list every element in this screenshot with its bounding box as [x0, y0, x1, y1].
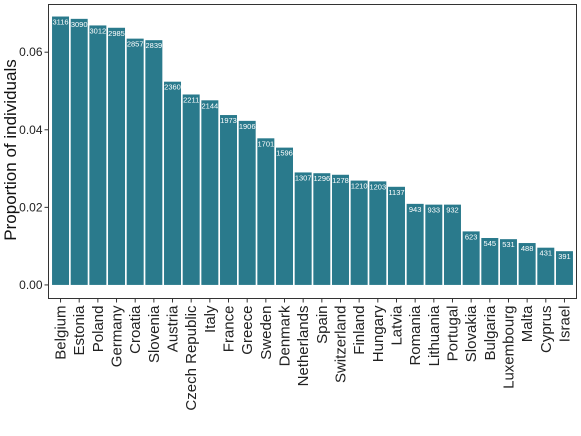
x-tick-label: Lithuania — [426, 305, 443, 367]
bar — [369, 181, 387, 285]
x-tick-label: Slovakia — [463, 305, 480, 362]
x-tick-label: Croatia — [127, 305, 144, 354]
bar-data-label: 391 — [558, 252, 571, 261]
bar — [537, 247, 555, 285]
y-tick-label: 0.06 — [19, 45, 43, 59]
y-axis-label: Proportion of individuals — [1, 59, 20, 240]
bar-data-label: 623 — [465, 232, 478, 241]
bar — [350, 180, 368, 285]
bar-data-label: 2985 — [108, 29, 125, 38]
bar-data-label: 431 — [540, 249, 553, 258]
x-tick-label: Luxembourg — [500, 306, 517, 389]
x-tick-label: Denmark — [277, 305, 294, 366]
x-tick-label: Greece — [239, 306, 256, 355]
bar — [313, 173, 331, 285]
bar — [518, 243, 536, 285]
bar-data-label: 488 — [521, 244, 534, 253]
bar — [70, 18, 88, 285]
plot-frame — [48, 4, 577, 299]
y-tick-label: 0.02 — [19, 200, 43, 214]
bar — [201, 100, 219, 285]
bar — [425, 204, 443, 285]
x-tick-label: Switzerland — [332, 306, 349, 384]
bar — [294, 172, 312, 285]
bar — [108, 27, 126, 285]
bar-data-label: 3012 — [90, 26, 107, 35]
bar — [499, 239, 517, 285]
bar — [182, 94, 200, 285]
bar-data-label: 1596 — [276, 149, 293, 158]
x-tick-label: Hungary — [370, 305, 387, 362]
bar — [276, 147, 293, 285]
x-axis: Belgium Estonia Poland Germany Croatia Sloven… — [53, 298, 573, 411]
x-tick-label: France — [221, 306, 238, 353]
bar-data-label: 2839 — [146, 41, 163, 50]
bar — [555, 251, 573, 285]
bar-data-label: 2211 — [183, 95, 199, 104]
bar-data-label: 1973 — [220, 116, 237, 125]
x-tick-label: Belgium — [53, 306, 70, 360]
bar — [164, 81, 182, 285]
x-tick-label: Romania — [407, 305, 424, 366]
bar-data-label: 932 — [446, 206, 459, 215]
x-tick-label: Sweden — [258, 306, 275, 360]
bar — [406, 203, 424, 285]
bar-data-label: 1906 — [239, 122, 256, 131]
x-tick-label: Germany — [109, 305, 126, 367]
bar-data-label: 531 — [502, 240, 515, 249]
x-tick-label: Finland — [351, 306, 368, 355]
bar-data-label: 943 — [409, 205, 422, 214]
x-tick-label: Estonia — [71, 305, 88, 356]
bar-data-label: 1278 — [332, 176, 349, 185]
bar-data-label: 1203 — [369, 182, 386, 191]
bar — [257, 138, 275, 285]
bar-data-label: 3090 — [71, 20, 88, 29]
y-tick-label: 0.00 — [19, 278, 43, 292]
bar — [145, 40, 163, 285]
x-tick-label: Latvia — [388, 305, 405, 346]
x-tick-label: Czech Republic — [183, 305, 200, 411]
bar — [443, 204, 461, 285]
bar — [52, 16, 70, 285]
bar — [238, 120, 256, 285]
x-tick-label: Portugal — [444, 306, 461, 362]
bar — [387, 186, 405, 285]
x-tick-label: Spain — [314, 306, 331, 344]
bar-data-label: 2857 — [127, 40, 144, 49]
bar-data-label: 1210 — [351, 182, 368, 191]
x-tick-label: Poland — [90, 306, 107, 353]
bars — [52, 16, 573, 285]
bar — [332, 174, 349, 285]
x-tick-label: Slovenia — [146, 305, 163, 363]
y-axis: 0.00 0.02 0.04 0.06 — [19, 45, 49, 292]
x-tick-label: Austria — [165, 305, 182, 352]
x-tick-label: Malta — [519, 305, 536, 342]
bar-data-label: 1137 — [388, 188, 404, 197]
bar-data-label: 3116 — [52, 18, 68, 27]
bar-data-label: 545 — [484, 239, 497, 248]
x-tick-label: Israel — [556, 306, 573, 343]
y-tick-label: 0.04 — [19, 123, 43, 137]
bar — [126, 38, 144, 285]
bar-data-label: 1307 — [295, 173, 312, 182]
bar — [481, 237, 499, 285]
bar-data-label: 2144 — [202, 101, 219, 110]
x-tick-label: Cyprus — [538, 306, 555, 354]
bar-data-label: 933 — [428, 206, 441, 215]
bar-data-label: 1701 — [257, 139, 274, 148]
bar — [89, 25, 107, 285]
bar — [462, 231, 480, 285]
x-tick-label: Netherlands — [295, 306, 312, 387]
bar-data-label: 1296 — [313, 174, 330, 183]
x-tick-label: Italy — [202, 305, 219, 333]
x-tick-label: Bulgaria — [482, 305, 499, 361]
bar-data-label: 2360 — [164, 83, 181, 92]
bar — [220, 115, 238, 285]
